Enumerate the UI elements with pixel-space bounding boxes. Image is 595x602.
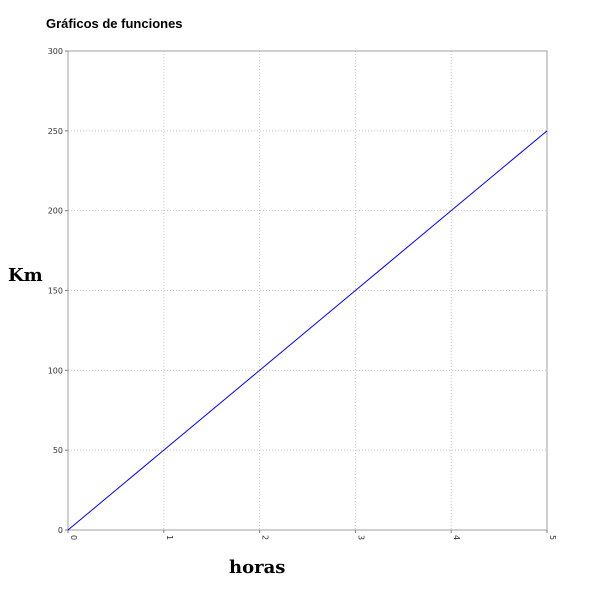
chart-title: Gráficos de funciones	[46, 16, 183, 31]
x-tick-label-2: 2	[261, 535, 270, 540]
y-tick-label-5: 250	[48, 127, 63, 136]
series-line-0	[67, 130, 548, 531]
x-tick-label-5: 5	[548, 535, 557, 540]
x-tick-label-3: 3	[356, 535, 365, 540]
x-tick-label-4: 4	[452, 535, 461, 540]
plot-frame	[67, 50, 548, 531]
y-tick-label-3: 150	[48, 287, 63, 296]
y-tick-label-4: 200	[48, 207, 63, 216]
y-tick-label-0: 0	[58, 526, 63, 535]
x-axis-label: horas	[229, 557, 286, 578]
y-axis-label: Km	[8, 265, 43, 286]
x-tick-label-0: 0	[69, 535, 78, 540]
y-tick-label-6: 300	[48, 47, 63, 56]
x-tick-label-1: 1	[165, 535, 174, 540]
y-tick-label-2: 100	[48, 366, 63, 375]
y-tick-label-1: 50	[53, 446, 63, 455]
